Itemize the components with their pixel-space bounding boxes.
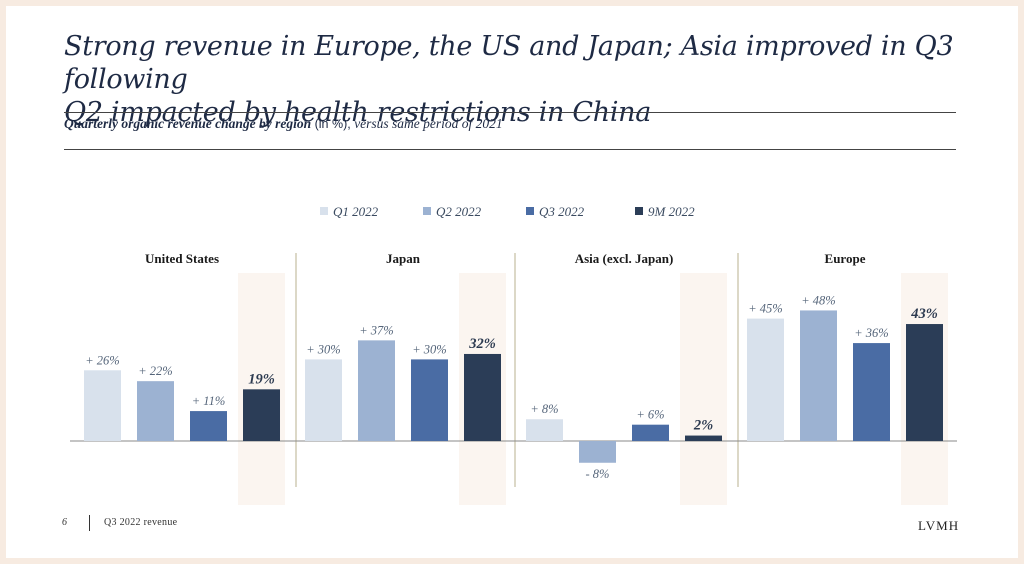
data-label-asia-excl-japan-9m-2022: 2%: [693, 418, 713, 434]
subtitle-main: Quarterly organic revenue change by regi…: [64, 116, 312, 131]
bar-asia-excl-japan-q1-2022: [526, 419, 563, 441]
group-label-united-states: United States: [145, 251, 219, 266]
subtitle-comparison: versus same period of 2021: [354, 116, 503, 131]
subtitle-unit: (in %),: [311, 117, 355, 131]
bar-japan-q3-2022: [411, 359, 448, 441]
footer-separator: [89, 515, 90, 531]
data-label-japan-q2-2022: + 37%: [359, 323, 393, 337]
data-label-united-states-q1-2022: + 26%: [85, 353, 119, 367]
bar-europe-q2-2022: [800, 310, 837, 441]
slide-title: Strong revenue in Europe, the US and Jap…: [64, 30, 984, 129]
legend-swatch-q1-2022: [320, 207, 328, 215]
legend-label-q3-2022: Q3 2022: [539, 204, 585, 219]
subtitle-divider: [64, 149, 956, 150]
data-label-europe-q1-2022: + 45%: [748, 302, 782, 316]
title-divider: [64, 112, 956, 113]
group-label-japan: Japan: [386, 251, 421, 266]
data-label-asia-excl-japan-q3-2022: + 6%: [636, 408, 664, 422]
data-label-asia-excl-japan-q1-2022: + 8%: [530, 402, 558, 416]
highlight-band-united-states: [238, 273, 285, 505]
legend-label-q1-2022: Q1 2022: [333, 204, 379, 219]
bar-asia-excl-japan-q2-2022: [579, 441, 616, 463]
legend-swatch-9m-2022: [635, 207, 643, 215]
data-label-japan-9m-2022: 32%: [468, 336, 496, 352]
data-label-europe-q2-2022: + 48%: [801, 293, 835, 307]
bar-europe-9m-2022: [906, 324, 943, 441]
group-label-asia-excl-japan: Asia (excl. Japan): [575, 251, 674, 266]
lvmh-logo: LVMH: [918, 518, 960, 533]
legend-swatch-q2-2022: [423, 207, 431, 215]
page-number: 6: [62, 517, 67, 528]
slide: [6, 6, 1018, 558]
bar-japan-q2-2022: [358, 340, 395, 441]
bar-united-states-q1-2022: [84, 370, 121, 441]
bar-europe-q1-2022: [747, 318, 784, 441]
bar-united-states-q3-2022: [190, 411, 227, 441]
bar-united-states-9m-2022: [243, 389, 280, 441]
bar-japan-q1-2022: [305, 359, 342, 441]
legend-label-q2-2022: Q2 2022: [436, 204, 482, 219]
footer-title: Q3 2022 revenue: [104, 517, 178, 528]
data-label-europe-q3-2022: + 36%: [854, 326, 888, 340]
data-label-japan-q1-2022: + 30%: [306, 342, 340, 356]
bar-japan-9m-2022: [464, 353, 501, 441]
legend-swatch-q3-2022: [526, 207, 534, 215]
data-label-united-states-q2-2022: + 22%: [138, 364, 172, 378]
data-label-united-states-9m-2022: 19%: [248, 371, 275, 387]
legend-label-9m-2022: 9M 2022: [648, 204, 695, 219]
data-label-europe-9m-2022: 43%: [910, 306, 938, 322]
data-label-united-states-q3-2022: + 11%: [192, 394, 226, 408]
group-label-europe: Europe: [825, 251, 866, 266]
chart-subtitle: Quarterly organic revenue change by regi…: [64, 116, 503, 132]
data-label-asia-excl-japan-q2-2022: - 8%: [586, 467, 610, 481]
data-label-japan-q3-2022: + 30%: [412, 342, 446, 356]
title-line-1: Strong revenue in Europe, the US and Jap…: [64, 31, 954, 95]
bar-united-states-q2-2022: [137, 381, 174, 441]
bar-europe-q3-2022: [853, 343, 890, 441]
bar-asia-excl-japan-9m-2022: [685, 435, 722, 441]
bar-asia-excl-japan-q3-2022: [632, 424, 669, 441]
highlight-band-asia-excl-japan: [680, 273, 727, 505]
